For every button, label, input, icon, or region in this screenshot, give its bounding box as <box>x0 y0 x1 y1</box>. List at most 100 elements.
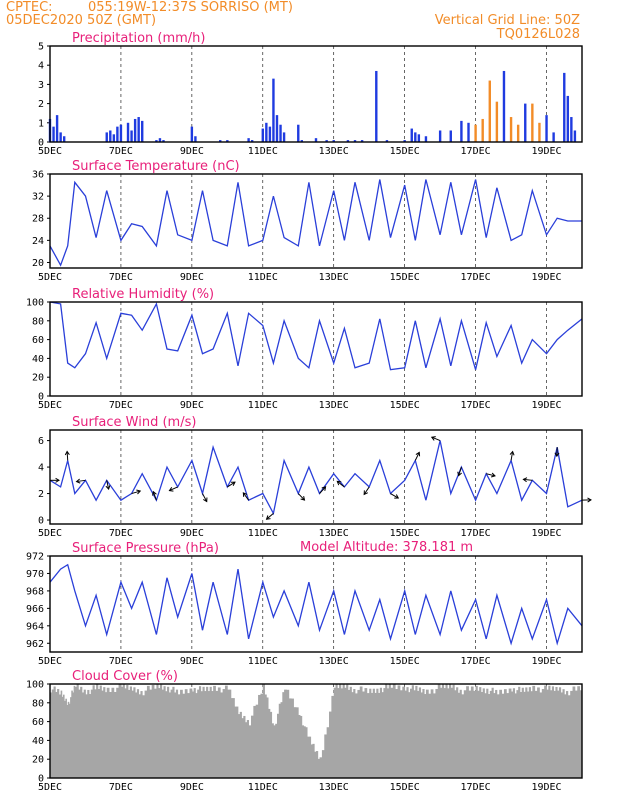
x-tick-label: 17DEC <box>461 782 491 793</box>
cloud-cover-title: Cloud Cover (%) <box>72 669 178 684</box>
precip-bar <box>55 115 59 142</box>
cloud-bar <box>53 686 56 778</box>
cloud-bar <box>197 689 200 778</box>
cloud-bar <box>408 692 411 778</box>
y-tick-label: 80 <box>32 698 44 709</box>
cloud-bar <box>293 707 297 778</box>
temperature-frame <box>49 173 583 269</box>
precip-bar <box>141 120 144 142</box>
precip-bar <box>524 103 527 142</box>
cloud-bar <box>237 714 241 778</box>
pressure-title: Surface Pressure (hPa) <box>72 541 219 556</box>
precip-bar <box>474 124 477 142</box>
cloud-bar <box>271 723 274 778</box>
cloud-bar <box>89 694 92 778</box>
wind-arrowhead <box>265 515 271 520</box>
cloud-bar <box>445 684 448 778</box>
precip-bar <box>531 103 534 142</box>
x-tick-label: 7DEC <box>109 146 133 157</box>
cloud-bar <box>60 690 63 778</box>
cloud-bar <box>353 689 356 778</box>
cloud-bar <box>544 685 547 778</box>
wind-arrowhead <box>55 477 60 483</box>
precip-bar <box>509 117 513 142</box>
wind-arrowhead <box>300 496 306 501</box>
y-tick-label: 4 <box>38 463 44 474</box>
cloud-bar <box>546 689 549 778</box>
cloud-bar <box>298 715 301 778</box>
y-tick-label: 40 <box>32 354 44 365</box>
cloud-bar <box>193 688 196 778</box>
precipitation-panel: Precipitation (mm/h) 5DEC 7DEC 9DEC 11DEC 13D… <box>38 31 583 157</box>
cloud-bar <box>337 688 340 778</box>
cloud-bar <box>68 703 71 778</box>
humidity-panel: Relative Humidity (%) 5DEC 7DEC 9DEC 11DEC 13… <box>26 287 583 411</box>
cloud-bar <box>349 686 352 778</box>
precip-bar <box>272 78 275 142</box>
cloud-bar <box>278 703 281 778</box>
cloud-bar <box>76 684 79 778</box>
y-tick-label: 0 <box>38 516 44 527</box>
cloud-bar <box>326 727 330 778</box>
wind-arrow <box>242 492 250 501</box>
cloud-bar <box>71 690 73 778</box>
cloud-bar <box>128 689 131 778</box>
cloud-bar <box>116 687 119 778</box>
precip-bar <box>265 122 268 142</box>
cloud-bar <box>300 715 303 778</box>
precip-bar <box>570 117 573 142</box>
cloud-bar <box>172 686 175 778</box>
cloud-bar <box>124 688 127 778</box>
cloud-bar <box>286 689 290 778</box>
cloud-bar <box>63 694 65 778</box>
precip-bar <box>133 118 137 142</box>
y-tick-label: 964 <box>26 621 44 632</box>
x-tick-label: 5DEC <box>38 782 62 793</box>
cloud-bar <box>390 687 394 778</box>
x-tick-label: 7DEC <box>109 528 133 539</box>
pressure-frame <box>49 555 583 653</box>
x-tick-label: 15DEC <box>390 782 420 793</box>
cloud-bar <box>404 690 407 778</box>
precip-bar <box>495 101 499 142</box>
cloud-bar <box>491 687 494 778</box>
precip-bar <box>194 136 197 142</box>
cloud-bar <box>113 691 117 778</box>
wind-arrowhead <box>64 450 70 456</box>
cloud-bar <box>149 689 153 778</box>
cloud-bar <box>452 684 455 778</box>
cloud-bar <box>516 690 519 778</box>
cloud-bar <box>395 689 398 778</box>
wind-arrowhead <box>230 481 236 486</box>
wind-arrowhead <box>457 471 462 477</box>
cloud-bar <box>120 686 124 778</box>
x-tick-label: 13DEC <box>319 528 349 539</box>
cloud-bar <box>305 727 308 778</box>
cloud-bar <box>417 690 420 778</box>
cloud-bar <box>470 686 474 778</box>
cloud-bar <box>558 687 562 778</box>
cloud-bar <box>331 695 335 778</box>
cloud-bar <box>142 695 145 778</box>
y-tick-label: 962 <box>26 639 44 650</box>
cloud-bar <box>167 686 170 778</box>
cloud-bar <box>106 687 110 778</box>
cloud-bar <box>301 725 304 778</box>
x-tick-label: 19DEC <box>531 272 561 283</box>
cloud-cover-frame <box>49 683 583 779</box>
cloud-bar <box>521 687 524 778</box>
cloud-bar <box>557 690 560 778</box>
cloud-bar <box>440 687 443 778</box>
cloud-bar <box>74 686 77 778</box>
x-tick-label: 11DEC <box>248 782 278 793</box>
cloud-bar <box>525 687 528 778</box>
wind-arrowhead <box>152 490 157 496</box>
humidity-frame <box>49 301 583 397</box>
wind-arrowhead <box>242 492 248 497</box>
cloud-bar <box>468 690 472 778</box>
y-tick-label: 32 <box>32 192 44 203</box>
y-tick-label: 2 <box>38 99 44 110</box>
x-tick-label: 5DEC <box>38 272 62 283</box>
cloud-bar <box>364 688 368 778</box>
precip-bar <box>59 132 62 142</box>
